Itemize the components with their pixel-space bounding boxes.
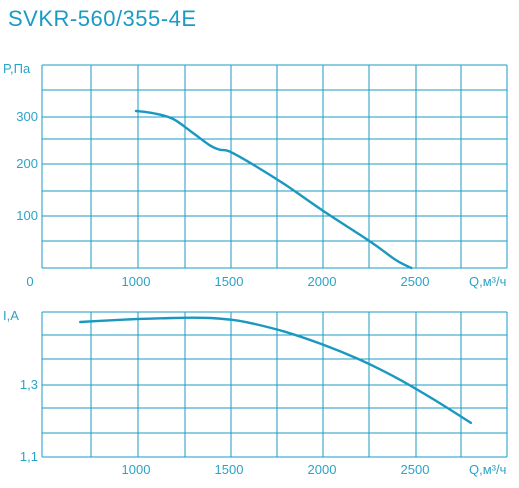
panel-2-xtick-label: 2500 <box>401 462 430 477</box>
chart-title: SVKR-560/355-4E <box>8 6 197 31</box>
panel-2-xtick-label: 1000 <box>122 462 151 477</box>
panel-1-xtick-label: 2000 <box>308 274 337 289</box>
panel-2-xlabel: Q,м³/ч <box>469 462 506 477</box>
panel-1-ytick-label: 200 <box>16 156 38 171</box>
panel-2-series-line <box>79 316 472 424</box>
panel-1-ylabel: P,Па <box>3 61 31 76</box>
panel-1-xtick-label: 1000 <box>122 274 151 289</box>
panel-1-xtick-label: 1500 <box>215 274 244 289</box>
panel-1-xtick-label: 2500 <box>401 274 430 289</box>
panel-2-ylabel: I,A <box>3 308 19 323</box>
panel-1-ytick-label: 100 <box>16 208 38 223</box>
panel-2-xtick-label: 2000 <box>308 462 337 477</box>
panel-1-ytick-label: 300 <box>16 109 38 124</box>
panel-1-xtick-label: 0 <box>26 274 33 289</box>
panel-2-xtick-label: 1500 <box>215 462 244 477</box>
panel-1-series-line <box>134 109 413 270</box>
panel-1-xlabel: Q,м³/ч <box>469 274 506 289</box>
panel-2-ytick-label: 1,1 <box>20 449 38 464</box>
panel-2-ytick-label: 1,3 <box>20 377 38 392</box>
